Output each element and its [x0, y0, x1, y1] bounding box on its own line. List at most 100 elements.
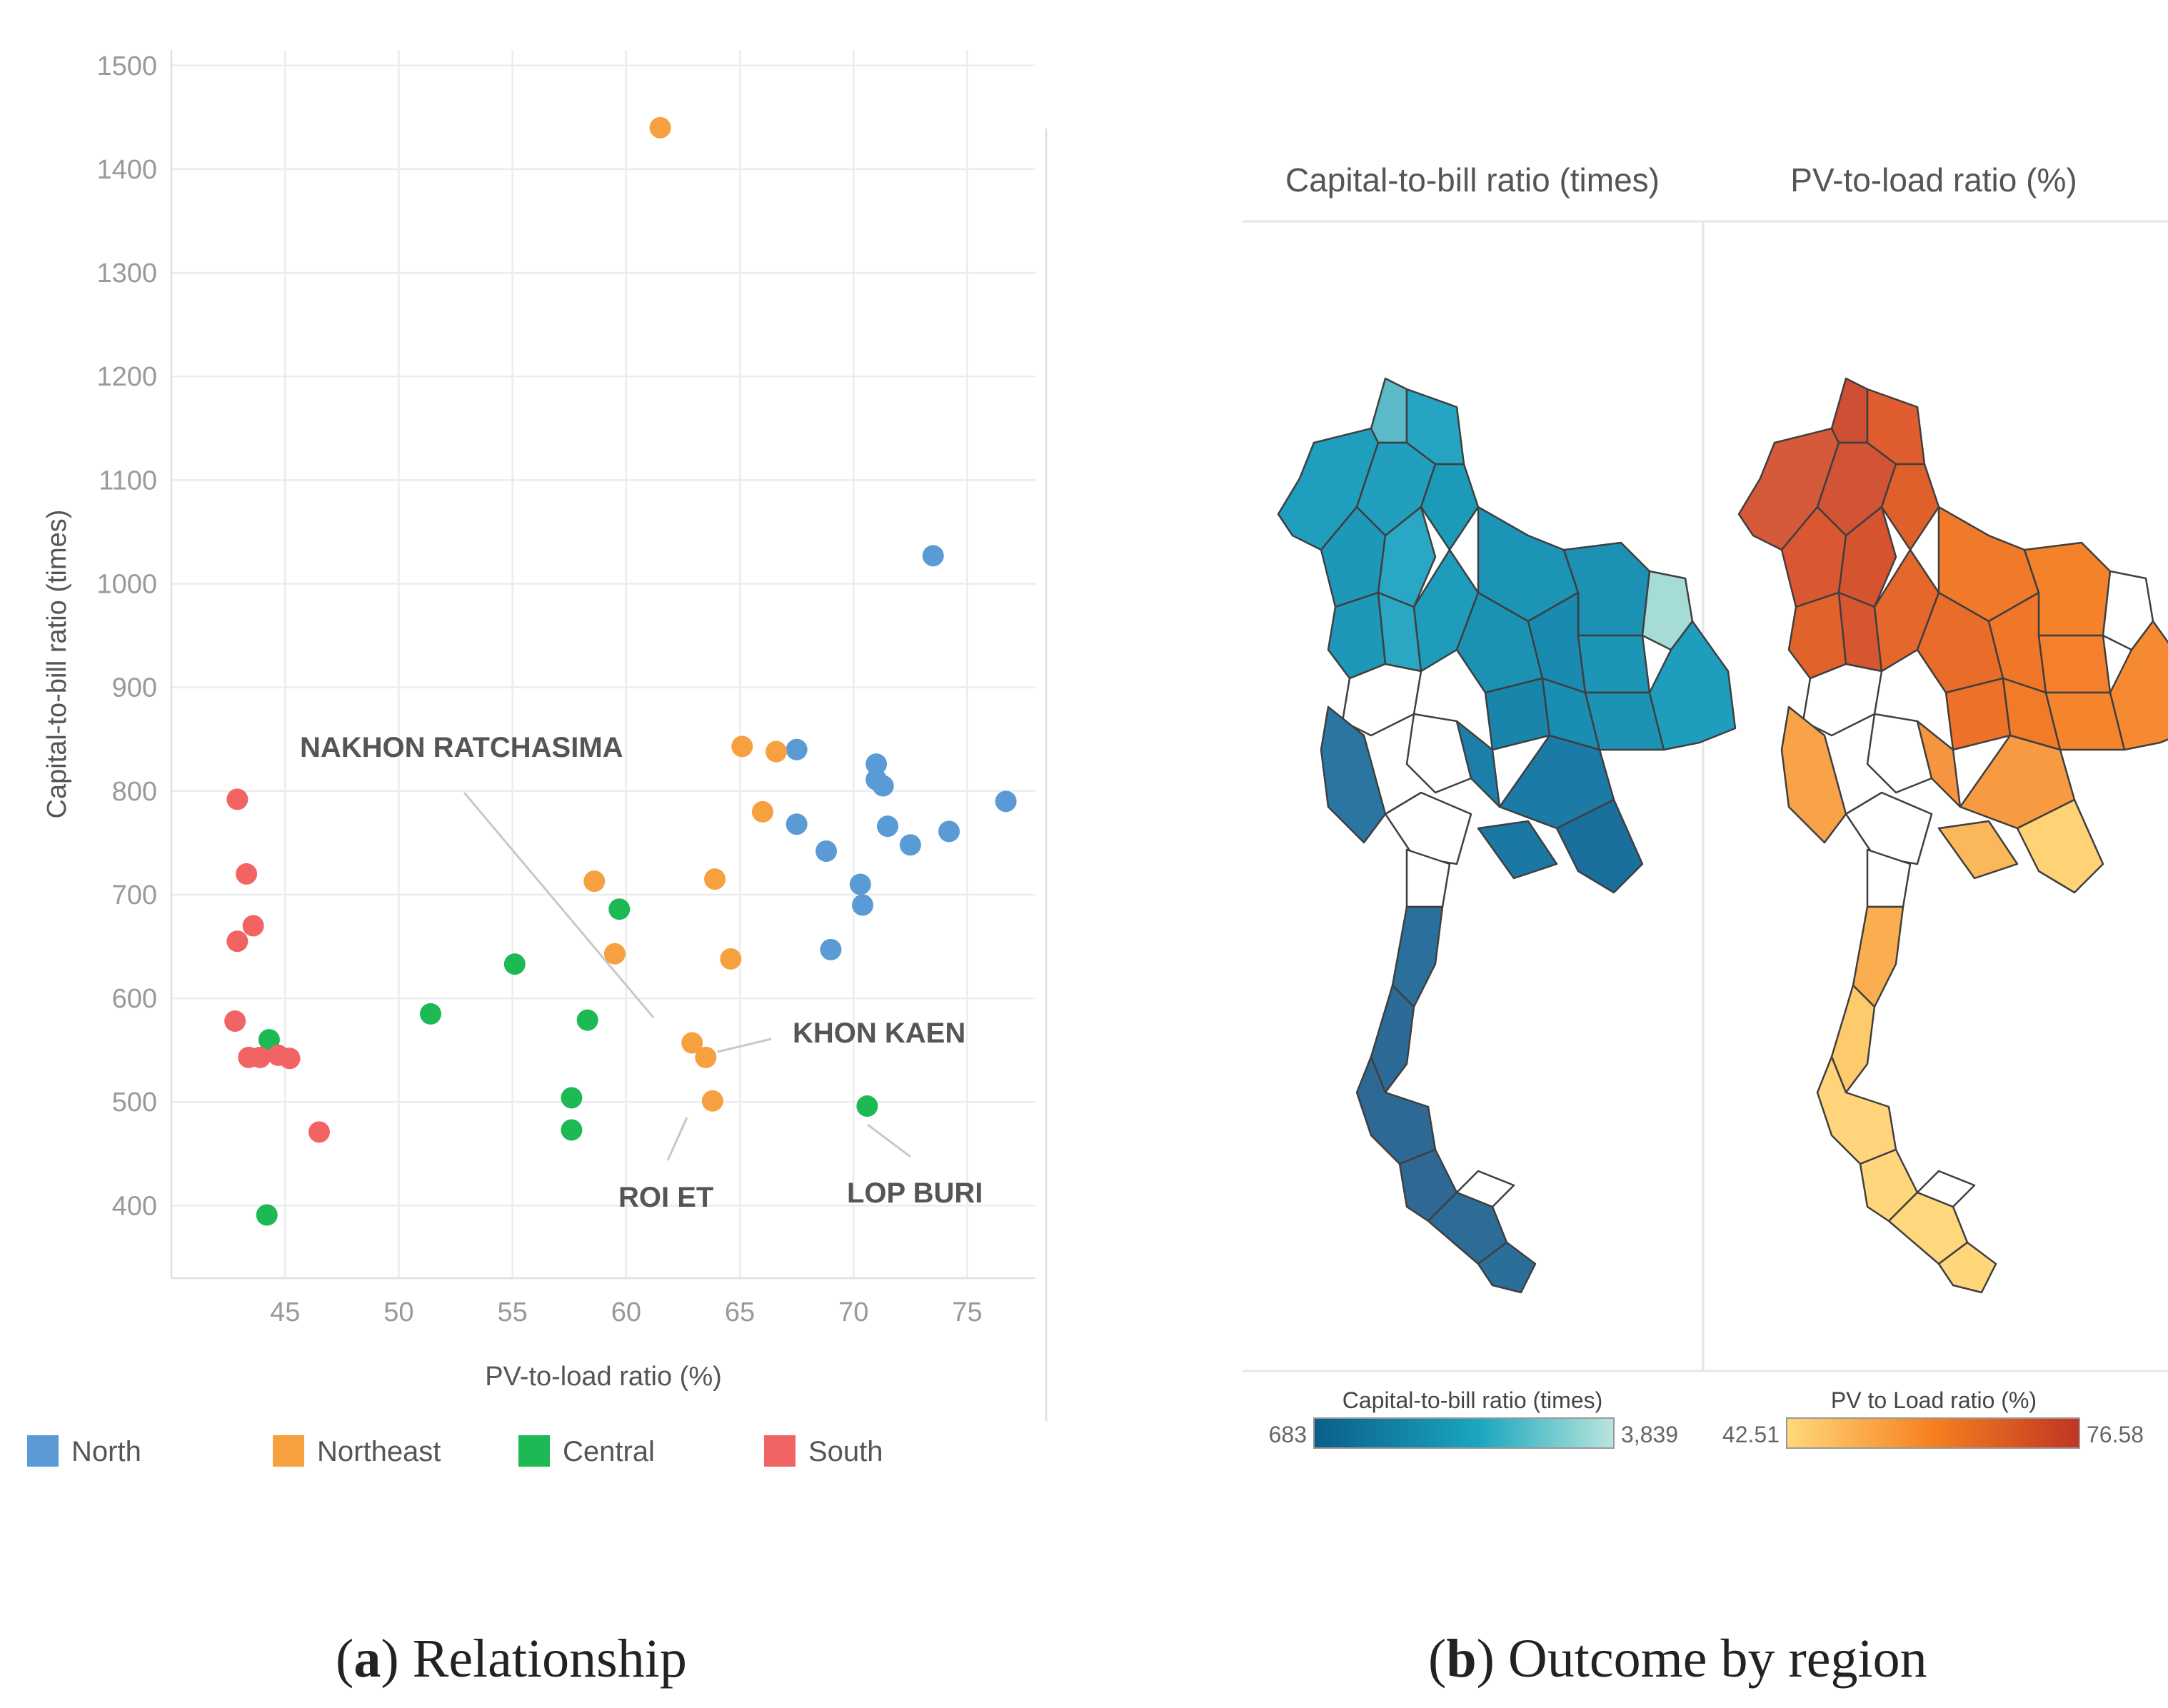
y-axis-label: Capital-to-bill ratio (times) [42, 510, 72, 819]
y-tick-label: 1300 [96, 258, 157, 288]
scatter-point-northeast [751, 800, 773, 823]
scatter-point-central [256, 1204, 278, 1226]
y-tick-label: 800 [112, 777, 157, 807]
legend-bar-capital [1313, 1417, 1615, 1449]
scatter-point-northeast [649, 116, 671, 139]
legend-min-capital: 683 [1269, 1422, 1307, 1447]
legend-title-pv: PV to Load ratio (%) [1831, 1387, 2037, 1413]
x-tick-label: 55 [497, 1297, 527, 1327]
caption-a-label: a [353, 1629, 381, 1689]
scatter-point-northeast [695, 1046, 717, 1068]
x-tick-label: 70 [838, 1297, 868, 1327]
legend-label-south: South [808, 1436, 883, 1467]
annotation-leader [717, 1038, 772, 1053]
map-capital-to-bill [1277, 377, 1737, 1294]
scatter-point-central [856, 1095, 878, 1117]
caption-a: (a) Relationship [336, 1629, 687, 1689]
caption-a-text: Relationship [398, 1629, 687, 1689]
map-title-capital: Capital-to-bill ratio (times) [1285, 161, 1660, 199]
scatter-chart: 400 500 600 700 800 900 1000 1100 1200 1300 1400 15… [27, 50, 1048, 1467]
caption-b-label: b [1446, 1629, 1477, 1689]
annotation-leader [463, 792, 655, 1018]
scatter-point-south [242, 915, 264, 937]
annotation-label: ROI ET [618, 1182, 713, 1213]
y-tick-label: 400 [112, 1191, 157, 1221]
scatter-point-north [922, 545, 944, 567]
scatter-point-northeast [720, 948, 742, 970]
scatter-point-northeast [701, 1090, 723, 1112]
scatter-point-south [226, 788, 249, 810]
legend-title-capital: Capital-to-bill ratio (times) [1343, 1387, 1603, 1413]
scatter-point-north [865, 753, 888, 775]
legend-label-north: North [71, 1436, 141, 1467]
y-tick-label: 500 [112, 1087, 157, 1117]
scatter-point-central [258, 1029, 280, 1051]
scatter-point-northeast [704, 868, 726, 890]
scatter-point-north [815, 840, 838, 862]
x-tick-label: 75 [952, 1297, 982, 1327]
y-tick-label: 700 [112, 880, 157, 910]
annotation-label: KHON KAEN [793, 1018, 965, 1049]
caption-b: (b) Outcome by region [1428, 1629, 1927, 1689]
scatter-points [224, 116, 1017, 1226]
legend-swatch-northeast [273, 1435, 304, 1467]
y-tick-label: 1500 [96, 51, 157, 81]
x-tick-labels: 45 50 55 60 65 70 75 [270, 1297, 983, 1327]
scatter-point-north [995, 790, 1017, 813]
scatter-point-north [852, 894, 873, 916]
annotation-label: NAKHON RATCHASIMA [300, 732, 623, 763]
legend-bar-pv [1786, 1417, 2080, 1449]
x-tick-label: 65 [725, 1297, 755, 1327]
legend-max-capital: 3,839 [1621, 1422, 1678, 1447]
choropleth-panel: Capital-to-bill ratio (times) PV-to-load… [1243, 161, 2168, 1449]
y-tick-label: 600 [112, 984, 157, 1014]
scatter-point-central [420, 1003, 441, 1025]
annotation-label: LOP BURI [847, 1177, 983, 1209]
scatter-point-central [561, 1087, 583, 1109]
scatter-point-north [872, 775, 894, 797]
scatter-point-north [938, 820, 960, 843]
map-pv-to-load [1737, 377, 2168, 1294]
scatter-point-northeast [731, 735, 753, 758]
y-tick-label: 1200 [96, 362, 157, 392]
scatter-point-central [561, 1119, 583, 1141]
annotation-leader [666, 1117, 688, 1161]
scatter-point-northeast [681, 1032, 703, 1054]
scatter-point-south [249, 1046, 271, 1068]
scatter-point-central [576, 1009, 598, 1031]
legend-max-pv: 76.58 [2087, 1422, 2144, 1447]
legend-label-central: Central [563, 1436, 655, 1467]
y-tick-label: 1000 [96, 570, 157, 600]
legend-swatch-north [27, 1435, 59, 1467]
x-tick-label: 50 [383, 1297, 413, 1327]
y-tick-label: 900 [112, 673, 157, 703]
scatter-point-northeast [766, 740, 787, 763]
scatter-point-north [820, 938, 842, 960]
y-tick-label: 1100 [99, 466, 157, 496]
scatter-point-north [899, 834, 921, 856]
scatter-point-south [224, 1010, 246, 1033]
scatter-point-south [226, 930, 249, 953]
scatter-point-central [503, 953, 526, 975]
scatter-point-north [786, 813, 808, 835]
legend-min-pv: 42.51 [1722, 1422, 1780, 1447]
annotation-leader [867, 1123, 911, 1158]
y-tick-label: 1400 [96, 155, 157, 185]
scatter-point-central [608, 898, 631, 920]
legend: North Northeast Central South [27, 1435, 883, 1467]
map-title-pv: PV-to-load ratio (%) [1790, 161, 2077, 199]
scatter-point-northeast [583, 870, 606, 893]
legend-label-northeast: Northeast [317, 1436, 441, 1467]
scatter-point-north [877, 815, 899, 838]
scatter-point-south [278, 1048, 301, 1070]
scatter-point-south [236, 863, 258, 885]
scatter-point-north [849, 873, 871, 895]
scatter-point-northeast [603, 943, 626, 965]
x-tick-label: 45 [270, 1297, 300, 1327]
y-tick-labels: 400 500 600 700 800 900 1000 1100 1200 1300 1400 15… [96, 51, 157, 1222]
scatter-point-north [786, 738, 808, 760]
annotation-leader-lines [463, 792, 911, 1161]
annotations: NAKHON RATCHASIMA KHON KAEN ROI ET LOP BURI [300, 732, 983, 1213]
caption-b-text: Outcome by region [1494, 1629, 1927, 1689]
grid [170, 50, 1035, 1280]
